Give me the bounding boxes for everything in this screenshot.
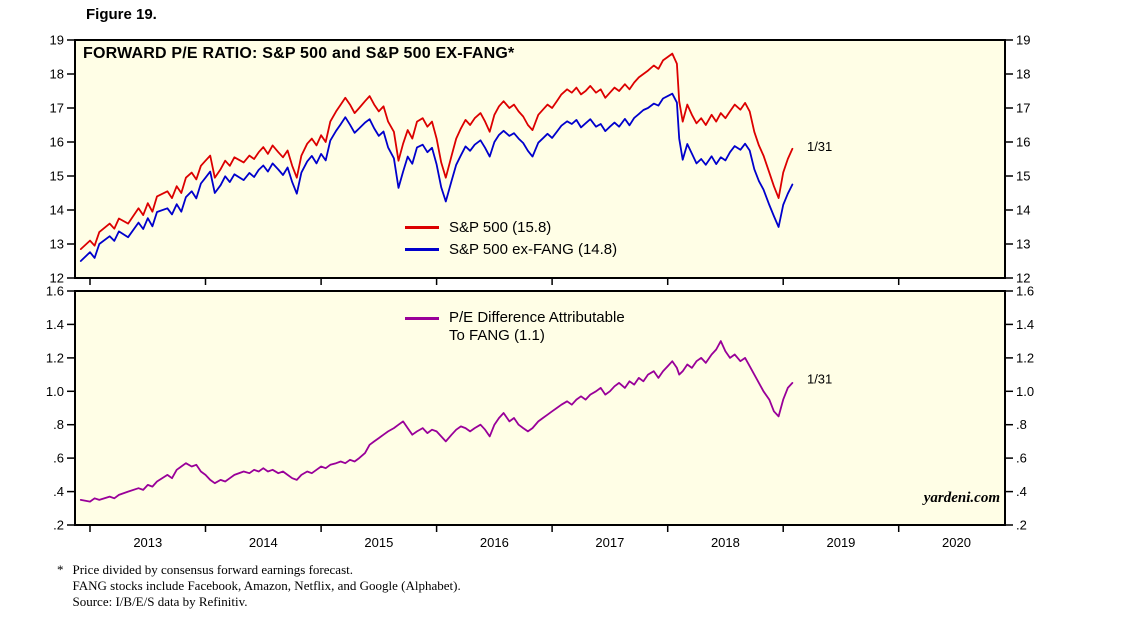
panel-border xyxy=(74,39,1006,279)
y-tick-label-left: 1.2 xyxy=(46,350,64,365)
date-annotation: 1/31 xyxy=(807,372,832,387)
legend-top: S&P 500 (15.8) S&P 500 ex-FANG (14.8) xyxy=(405,219,617,258)
pe-difference-legend-label: P/E Difference Attributable To FANG (1.1… xyxy=(449,309,625,344)
y-tick-label-right: 1.4 xyxy=(1016,317,1034,332)
figure-label: Figure 19. xyxy=(86,6,157,23)
pe-difference-line-swatch xyxy=(405,317,439,320)
x-tick-label: 2020 xyxy=(942,535,971,550)
y-tick-label-left: .4 xyxy=(53,484,64,499)
footnote-lines: Price divided by consensus forward earni… xyxy=(73,562,461,610)
plot-background xyxy=(75,291,1005,525)
y-tick-label-right: 1.0 xyxy=(1016,384,1034,399)
y-tick-label-left: 15 xyxy=(50,169,64,184)
sp500-line xyxy=(79,52,794,251)
sp500-line-swatch xyxy=(405,226,439,229)
y-tick-label-right: .6 xyxy=(1016,451,1027,466)
y-tick-label-right: .2 xyxy=(1016,518,1027,533)
sp500-ex-fang-line xyxy=(79,92,794,262)
pe-difference-chart-panel: 1.6 1.6 1.4 1.4 1.2 1.2 1.0 1.0 .8 .8 .6 .6 .4 .4 .2 .2… xyxy=(30,285,1050,551)
footnote-line: Price divided by consensus forward earni… xyxy=(72,562,354,577)
y-tick-label-left: 13 xyxy=(50,237,64,252)
y-tick-label-right: 1.2 xyxy=(1016,350,1034,365)
forward-pe-ratio-svg: 19 19 18 18 17 17 16 16 15 15 14 14 13 13 12 12 1/31 xyxy=(50,34,1031,286)
y-tick-label-left: 17 xyxy=(50,101,64,116)
y-tick-label-right: 1.6 xyxy=(1016,285,1034,299)
y-tick-label-left: 19 xyxy=(50,34,64,48)
legend-item-pe-difference: P/E Difference Attributable To FANG (1.1… xyxy=(405,309,625,345)
footnote-asterisk: * xyxy=(57,562,64,577)
y-tick-label-left: 12 xyxy=(50,271,64,286)
y-tick-label-left: 1.4 xyxy=(46,317,64,332)
ex-fang-line-swatch xyxy=(405,248,439,251)
legend-bottom: P/E Difference Attributable To FANG (1.1… xyxy=(405,309,625,345)
y-tick-label-right: 14 xyxy=(1016,203,1030,218)
y-tick-label-right: 15 xyxy=(1016,169,1030,184)
y-tick-label-right: 16 xyxy=(1016,135,1030,150)
forward-pe-chart-panel: 19 19 18 18 17 17 16 16 15 15 14 14 13 13 12 12 1/31 FOR… xyxy=(30,34,1050,288)
y-tick-label-right: 12 xyxy=(1016,271,1030,286)
x-tick-label: 2018 xyxy=(711,535,740,550)
y-tick-label-left: 1.6 xyxy=(46,285,64,299)
y-tick-label-left: 14 xyxy=(50,203,64,218)
ex-fang-legend-label: S&P 500 ex-FANG (14.8) xyxy=(449,241,618,258)
y-tick-label-right: .4 xyxy=(1016,484,1027,499)
pe-difference-svg: 1.6 1.6 1.4 1.4 1.2 1.2 1.0 1.0 .8 .8 .6 .6 .4 .4 .2 .2… xyxy=(46,285,1034,550)
y-tick-label-left: .6 xyxy=(53,451,64,466)
y-tick-label-left: .8 xyxy=(53,417,64,432)
x-tick-label: 2014 xyxy=(249,535,278,550)
footnote-line: FANG stocks include Facebook, Amazon, Ne… xyxy=(72,578,461,593)
x-tick-label: 2016 xyxy=(480,535,509,550)
plot-background xyxy=(75,40,1005,278)
footnote-line: Source: I/B/E/S data by Refinitiv. xyxy=(72,594,248,609)
chart-title: FORWARD P/E RATIO: S&P 500 and S&P 500 E… xyxy=(83,45,515,62)
legend-item-sp500: S&P 500 (15.8) xyxy=(405,219,617,236)
y-tick-label-left: 18 xyxy=(50,67,64,82)
yardeni-watermark: yardeni.com xyxy=(923,490,1000,506)
x-tick-label: 2013 xyxy=(133,535,162,550)
y-tick-label-right: 13 xyxy=(1016,237,1030,252)
y-tick-label-right: 19 xyxy=(1016,34,1030,48)
date-annotation: 1/31 xyxy=(807,139,832,154)
x-tick-label: 2019 xyxy=(826,535,855,550)
sp500-legend-label: S&P 500 (15.8) xyxy=(449,219,552,236)
y-tick-label-right: 17 xyxy=(1016,101,1030,116)
x-tick-label: 2017 xyxy=(595,535,624,550)
x-tick-label: 2015 xyxy=(364,535,393,550)
legend-item-ex-fang: S&P 500 ex-FANG (14.8) xyxy=(405,241,617,258)
y-tick-label-right: .8 xyxy=(1016,417,1027,432)
footnotes: * Price divided by consensus forward ear… xyxy=(57,562,461,610)
y-tick-label-left: .2 xyxy=(53,518,64,533)
y-tick-label-left: 1.0 xyxy=(46,384,64,399)
y-tick-label-left: 16 xyxy=(50,135,64,150)
y-tick-label-right: 18 xyxy=(1016,67,1030,82)
pe-difference-line xyxy=(79,340,794,503)
panel-border xyxy=(74,290,1006,526)
